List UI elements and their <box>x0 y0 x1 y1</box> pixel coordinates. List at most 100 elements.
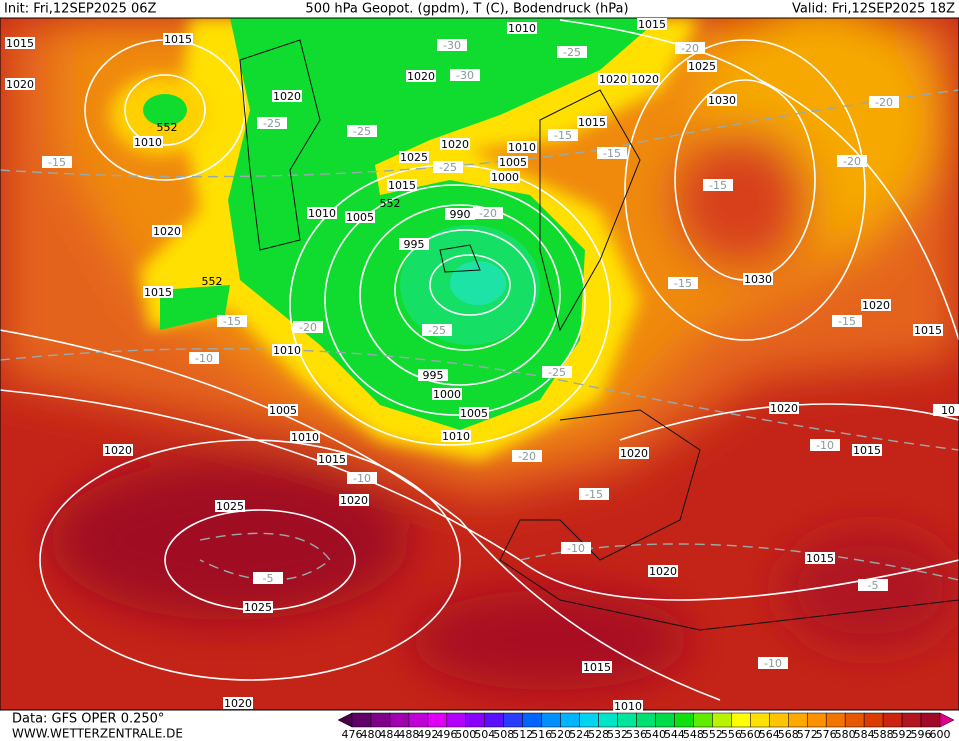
colorbar-swatch <box>712 712 732 728</box>
isobar-label: 1000 <box>433 388 461 401</box>
colorbar-label: 520 <box>550 728 571 741</box>
isobar-label: 1015 <box>388 179 416 192</box>
isobar-label: 1010 <box>614 700 642 713</box>
isobar-label-box <box>769 402 799 414</box>
isotherm-label: -15 <box>709 179 727 192</box>
colorbar-label: 492 <box>417 728 438 741</box>
isotherm-label: -25 <box>263 117 281 130</box>
isobar-label-box <box>459 407 489 419</box>
isobar-label: 1025 <box>244 601 272 614</box>
isotherm-label: -10 <box>764 657 782 670</box>
colorbar-label: 596 <box>911 728 932 741</box>
colorbar-label: 588 <box>873 728 894 741</box>
isotherm-label-box <box>675 42 705 54</box>
colorbar-swatch <box>655 712 675 728</box>
isotherm-label-box <box>347 125 377 137</box>
isobar-label: 1030 <box>744 273 772 286</box>
isobar-label: 995 <box>404 238 425 251</box>
height-label: 552 <box>380 197 401 210</box>
isobar-label: 1010 <box>508 141 536 154</box>
colorbar-label: 528 <box>588 728 609 741</box>
isotherm-label-box <box>422 324 452 336</box>
isobar-label-box <box>163 33 193 45</box>
isobar-label-box <box>805 552 835 564</box>
colorbar-swatch <box>825 712 846 728</box>
isobar-label-box <box>637 18 667 30</box>
isobar-label-box <box>387 179 417 191</box>
isobar-label-box <box>152 225 182 237</box>
isobar-label-box <box>582 661 612 673</box>
colorbar-swatch <box>693 712 713 728</box>
isobar-label: 1020 <box>599 73 627 86</box>
isotherm-label-box <box>450 69 480 81</box>
colorbar-swatch <box>750 712 770 728</box>
colorbar-label: 544 <box>664 728 685 741</box>
isotherm-label-box <box>253 572 283 584</box>
isobar-label: 1030 <box>708 94 736 107</box>
colorbar-label: 500 <box>455 728 476 741</box>
isotherm-label-box <box>433 161 463 173</box>
isotherm-label: -15 <box>223 315 241 328</box>
isobar-label-box <box>133 136 163 148</box>
website: WWW.WETTERZENTRALE.DE <box>12 727 183 741</box>
isotherm-label-box <box>858 579 888 591</box>
isobar-label: 1025 <box>400 151 428 164</box>
isotherm-label-box <box>257 117 287 129</box>
isobar-label-box <box>441 430 471 442</box>
isobar-label-box <box>272 90 302 102</box>
colorbar-label: 524 <box>569 728 590 741</box>
isobar-label-box <box>243 601 273 613</box>
isobar-label-box <box>399 151 429 163</box>
isobar-label-box <box>598 73 628 85</box>
map-frame <box>0 17 959 711</box>
isobar-label-box <box>933 404 959 416</box>
isotherm-label-box <box>668 277 698 289</box>
colorbar-label: 560 <box>740 728 761 741</box>
isotherm-label: -20 <box>518 450 536 463</box>
colorbar-label: 572 <box>797 728 818 741</box>
isotherm-label: -15 <box>674 277 692 290</box>
colorbar-label: 568 <box>778 728 799 741</box>
isotherm-label: -15 <box>603 147 621 160</box>
isobar-label: 1015 <box>638 18 666 31</box>
colorbar-swatch <box>598 712 618 728</box>
colorbar-label: 584 <box>854 728 875 741</box>
isobar-label: 1020 <box>649 565 677 578</box>
colorbar-swatch <box>465 712 486 728</box>
isobar-label: 1015 <box>144 286 172 299</box>
colorbar-swatch <box>389 712 410 728</box>
isotherm-label-box <box>512 450 542 462</box>
isotherm-label: -5 <box>868 579 879 592</box>
isotherm-label: -15 <box>554 129 572 142</box>
isobar-label-box <box>577 116 607 128</box>
isotherm-label: -25 <box>353 125 371 138</box>
colorbar-swatch <box>769 712 789 728</box>
init-time: Init: Fri,12SEP2025 06Z <box>4 2 157 17</box>
colorbar-label: 480 <box>360 728 381 741</box>
colorbar-label: 556 <box>721 728 742 741</box>
isobar-label-box <box>507 22 537 34</box>
colorbar-swatch <box>636 712 656 728</box>
isotherm-label-box <box>437 39 467 51</box>
colorbar-swatch <box>522 712 542 728</box>
isotherm-label: -30 <box>456 69 474 82</box>
isotherm-label: -10 <box>353 472 371 485</box>
isotherm-label: -25 <box>563 46 581 59</box>
isotherm-label-box <box>293 321 323 333</box>
isotherm-label: -20 <box>299 321 317 334</box>
colorbar-swatch <box>844 712 865 728</box>
colorbar-swatch <box>541 712 561 728</box>
colorbar-label: 516 <box>531 728 552 741</box>
isotherm-label: -5 <box>263 572 274 585</box>
isobar-label: 1020 <box>620 447 648 460</box>
isobar-label: 1015 <box>6 37 34 50</box>
isobar-label-box <box>268 404 298 416</box>
colorbar-label: 548 <box>683 728 704 741</box>
isobar-label-box <box>223 697 253 709</box>
colorbar-label: 504 <box>474 728 495 741</box>
isotherm-label-box <box>597 147 627 159</box>
colorbar-swatch <box>579 712 599 728</box>
isobar-label-box <box>445 208 475 220</box>
isobar-label-box <box>5 37 35 49</box>
